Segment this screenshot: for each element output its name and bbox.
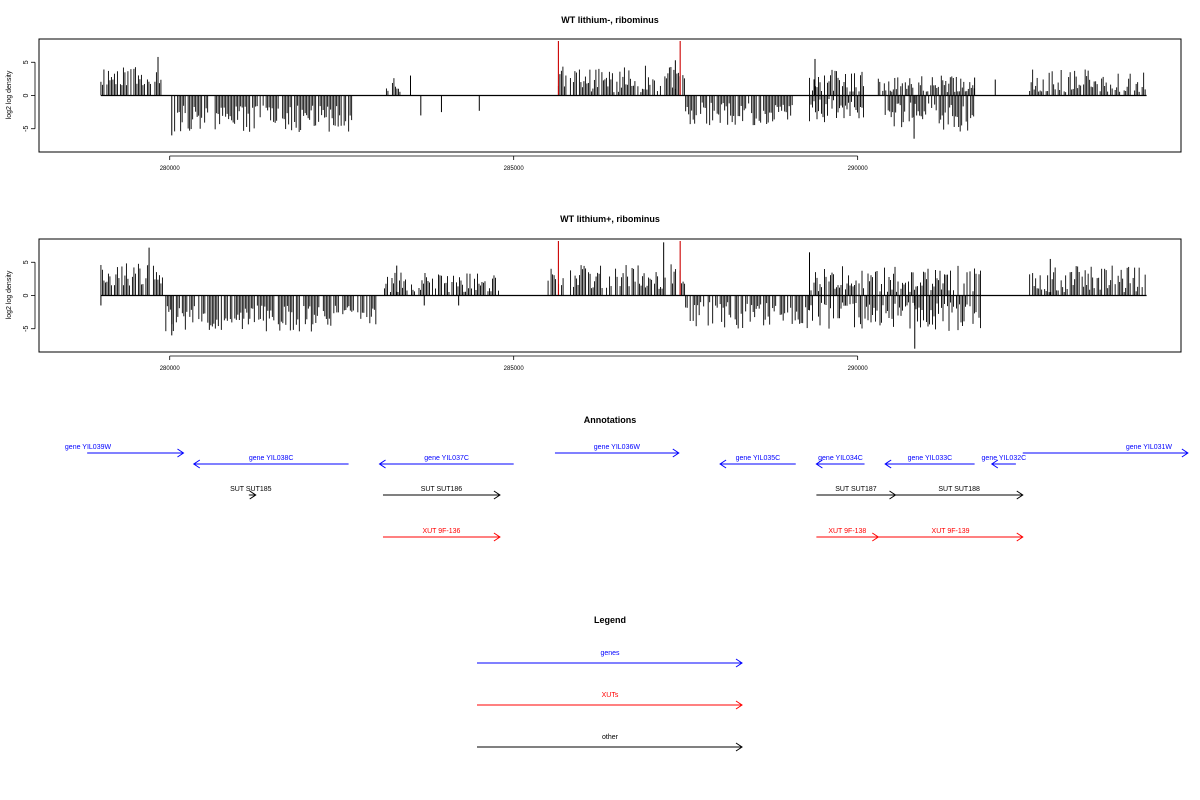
y-axis-label: log2 log density	[6, 270, 13, 319]
x-axis: 280000 285000 290000	[160, 155, 869, 172]
legend-label: other	[602, 734, 619, 741]
x-tick-label: 290000	[848, 366, 869, 372]
feature-label: XUT 9F-139	[932, 528, 970, 535]
feature-arrow	[248, 490, 257, 500]
legend-arrow	[477, 742, 743, 752]
annotation-feature: gene YIL032C	[982, 455, 1027, 469]
feature-label: SUT SUT185	[230, 486, 272, 493]
legend-arrow	[477, 700, 743, 710]
annotation-feature: gene YIL036W	[554, 444, 680, 458]
density-bars	[100, 40, 1147, 139]
feature-label: gene YIL034C	[818, 455, 863, 462]
legend-label: genes	[600, 650, 620, 657]
annotation-feature: SUT SUT186	[382, 486, 501, 500]
legend-title: Legend	[594, 615, 626, 625]
panel-title: WT lithium-, ribominus	[561, 15, 659, 25]
x-tick-label: 290000	[848, 166, 869, 172]
feature-arrow	[884, 459, 975, 469]
track-panel-lithium-plus: WT lithium+, ribominus log2 log density …	[6, 214, 1182, 372]
feature-label: SUT SUT187	[835, 486, 877, 493]
feature-arrow	[378, 459, 514, 469]
feature-label: SUT SUT186	[421, 486, 463, 493]
plot-frame	[38, 38, 1182, 153]
legend: Legend genes XUTs other	[477, 615, 743, 752]
annotation-feature: gene YIL035C	[719, 455, 796, 469]
feature-label: gene YIL032C	[982, 455, 1027, 462]
track-panel-lithium-minus: WT lithium-, ribominus log2 log density …	[6, 15, 1182, 172]
x-tick-label: 280000	[160, 166, 181, 172]
feature-label: gene YIL037C	[424, 455, 469, 462]
feature-label: gene YIL039W	[65, 444, 112, 451]
feature-arrow	[1022, 448, 1189, 458]
annotations-track: Annotations gene YIL039W gene YIL038C gene…	[65, 415, 1189, 542]
feature-arrow	[192, 459, 349, 469]
feature-arrow	[895, 490, 1024, 500]
y-axis: 5 0 -5	[23, 60, 36, 132]
feature-arrow	[719, 459, 796, 469]
y-axis-label: log2 log density	[6, 70, 13, 119]
annotation-feature: gene YIL038C	[192, 455, 349, 469]
legend-arrow	[477, 658, 743, 668]
x-tick-label: 285000	[504, 366, 525, 372]
annotation-feature: SUT SUT185	[230, 486, 272, 500]
annotation-feature: XUT 9F-136	[382, 528, 501, 542]
legend-item: other	[477, 734, 743, 752]
y-tick-label: 5	[23, 60, 30, 64]
density-bars	[100, 240, 1147, 349]
legend-item: genes	[477, 650, 743, 668]
y-tick-label: 5	[23, 260, 30, 264]
annotation-feature: SUT SUT188	[895, 486, 1024, 500]
plot-frame	[38, 238, 1182, 353]
annotation-feature: XUT 9F-139	[878, 528, 1024, 542]
y-tick-label: 0	[23, 93, 30, 97]
x-axis: 280000 285000 290000	[160, 355, 869, 372]
feature-arrow	[815, 459, 865, 469]
feature-label: gene YIL036W	[594, 444, 641, 451]
feature-arrow	[382, 532, 501, 542]
annotation-feature: gene YIL034C	[815, 455, 865, 469]
annotations-title: Annotations	[584, 415, 637, 425]
y-axis: 5 0 -5	[23, 260, 36, 332]
feature-label: XUT 9F-136	[422, 528, 460, 535]
feature-arrow	[878, 532, 1024, 542]
y-tick-label: -5	[23, 326, 30, 332]
legend-item: XUTs	[477, 692, 743, 710]
feature-label: SUT SUT188	[938, 486, 980, 493]
feature-label: gene YIL038C	[249, 455, 294, 462]
x-tick-label: 280000	[160, 366, 181, 372]
feature-label: gene YIL031W	[1126, 444, 1173, 451]
feature-arrow	[382, 490, 501, 500]
legend-label: XUTs	[602, 692, 619, 699]
annotation-feature: gene YIL033C	[884, 455, 975, 469]
annotation-feature: gene YIL037C	[378, 455, 514, 469]
y-tick-label: -5	[23, 126, 30, 132]
feature-arrow	[554, 448, 680, 458]
feature-label: gene YIL033C	[908, 455, 953, 462]
feature-label: gene YIL035C	[736, 455, 781, 462]
panel-title: WT lithium+, ribominus	[560, 214, 660, 224]
y-tick-label: 0	[23, 293, 30, 297]
annotation-feature: XUT 9F-138	[816, 528, 880, 542]
feature-arrow	[990, 459, 1016, 469]
annotation-feature: gene YIL031W	[1022, 444, 1189, 458]
feature-arrow	[816, 532, 880, 542]
annotation-feature: gene YIL039W	[65, 444, 185, 458]
feature-arrow	[87, 448, 185, 458]
x-tick-label: 285000	[504, 166, 525, 172]
feature-label: XUT 9F-138	[828, 528, 866, 535]
